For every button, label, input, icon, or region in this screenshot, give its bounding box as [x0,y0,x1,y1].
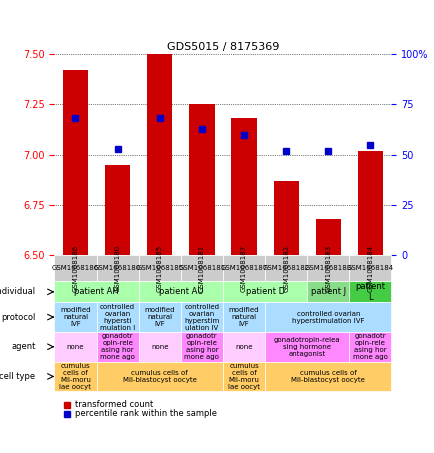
FancyBboxPatch shape [96,332,138,361]
Text: GSM1068186: GSM1068186 [52,265,99,271]
FancyBboxPatch shape [349,255,391,281]
FancyBboxPatch shape [223,361,264,391]
Text: GSM1068186: GSM1068186 [72,245,78,292]
Text: controlled
ovarian
hypersti
mulation I: controlled ovarian hypersti mulation I [100,304,135,331]
Text: GSM1068182: GSM1068182 [283,245,289,292]
Text: gonadotr
opin-rele
asing hor
mone ago: gonadotr opin-rele asing hor mone ago [352,333,387,360]
Text: transformed count: transformed count [75,400,153,409]
Bar [105,164,130,255]
FancyBboxPatch shape [54,302,96,332]
Bar [231,119,256,255]
FancyBboxPatch shape [54,361,96,391]
Text: gonadotr
opin-rele
asing hor
mone ago: gonadotr opin-rele asing hor mone ago [100,333,135,360]
FancyBboxPatch shape [264,302,391,332]
Text: modified
natural
IVF: modified natural IVF [144,307,174,327]
FancyBboxPatch shape [138,281,223,302]
Text: GSM1068185: GSM1068185 [156,245,162,292]
FancyBboxPatch shape [54,255,96,281]
FancyBboxPatch shape [54,332,96,361]
FancyBboxPatch shape [264,361,391,391]
Text: individual: individual [0,287,35,296]
Text: percentile rank within the sample: percentile rank within the sample [75,409,217,418]
Text: GSM1068187: GSM1068187 [240,245,247,292]
Text: GSM1068184: GSM1068184 [346,265,393,271]
Text: GSM1068183: GSM1068183 [325,245,331,292]
Text: modified
natural
IVF: modified natural IVF [228,307,259,327]
Text: none: none [235,344,252,350]
Text: GSM1068184: GSM1068184 [367,245,372,292]
Text: GSM1068185: GSM1068185 [136,265,183,271]
Text: GSM1068180: GSM1068180 [94,265,141,271]
Bar [357,150,382,255]
Text: patient D: patient D [245,287,284,296]
Text: patient AH: patient AH [74,287,118,296]
Bar [147,54,172,255]
FancyBboxPatch shape [96,255,138,281]
Text: patient
L: patient L [355,282,385,302]
FancyBboxPatch shape [349,332,391,361]
FancyBboxPatch shape [264,332,349,361]
Text: patient AU: patient AU [158,287,203,296]
FancyBboxPatch shape [96,361,223,391]
FancyBboxPatch shape [138,302,181,332]
Text: cumulus
cells of
MII-moru
lae oocyt: cumulus cells of MII-moru lae oocyt [59,363,91,390]
FancyBboxPatch shape [264,255,306,281]
Bar [315,219,340,255]
Text: GSM1068180: GSM1068180 [114,245,120,292]
Text: cumulus cells of
MII-blastocyst oocyte: cumulus cells of MII-blastocyst oocyte [122,370,196,383]
Text: controlled
ovarian
hyperstim
ulation IV: controlled ovarian hyperstim ulation IV [184,304,219,331]
FancyBboxPatch shape [223,302,264,332]
Text: GSM1068181: GSM1068181 [178,265,225,271]
FancyBboxPatch shape [306,255,349,281]
Text: cumulus cells of
MII-blastocyst oocyte: cumulus cells of MII-blastocyst oocyte [291,370,365,383]
Text: none: none [66,344,84,350]
FancyBboxPatch shape [181,332,223,361]
FancyBboxPatch shape [138,332,181,361]
Text: controlled ovarian
hyperstimulation IVF: controlled ovarian hyperstimulation IVF [291,311,364,323]
FancyBboxPatch shape [223,255,264,281]
FancyBboxPatch shape [223,332,264,361]
FancyBboxPatch shape [181,255,223,281]
FancyBboxPatch shape [181,302,223,332]
Text: protocol: protocol [1,313,35,322]
Text: cumulus
cells of
MII-moru
lae oocyt: cumulus cells of MII-moru lae oocyt [227,363,260,390]
Bar [189,105,214,255]
Text: GSM1068182: GSM1068182 [262,265,309,271]
FancyBboxPatch shape [306,281,349,302]
FancyBboxPatch shape [96,302,138,332]
Text: gonadotropin-relea
sing hormone
antagonist: gonadotropin-relea sing hormone antagoni… [273,337,340,357]
FancyBboxPatch shape [138,255,181,281]
FancyBboxPatch shape [349,281,391,302]
Text: patient J: patient J [310,287,345,296]
Text: GSM1068181: GSM1068181 [198,245,204,292]
Text: none: none [151,344,168,350]
FancyBboxPatch shape [223,281,306,302]
Text: modified
natural
IVF: modified natural IVF [60,307,90,327]
Text: cell type: cell type [0,372,35,381]
FancyBboxPatch shape [54,281,138,302]
Text: GSM1068183: GSM1068183 [304,265,351,271]
Title: GDS5015 / 8175369: GDS5015 / 8175369 [166,42,279,52]
Bar [273,181,298,255]
Bar [62,70,88,255]
Text: gonadotr
opin-rele
asing hor
mone ago: gonadotr opin-rele asing hor mone ago [184,333,219,360]
Text: GSM1068187: GSM1068187 [220,265,267,271]
Text: agent: agent [11,342,35,351]
